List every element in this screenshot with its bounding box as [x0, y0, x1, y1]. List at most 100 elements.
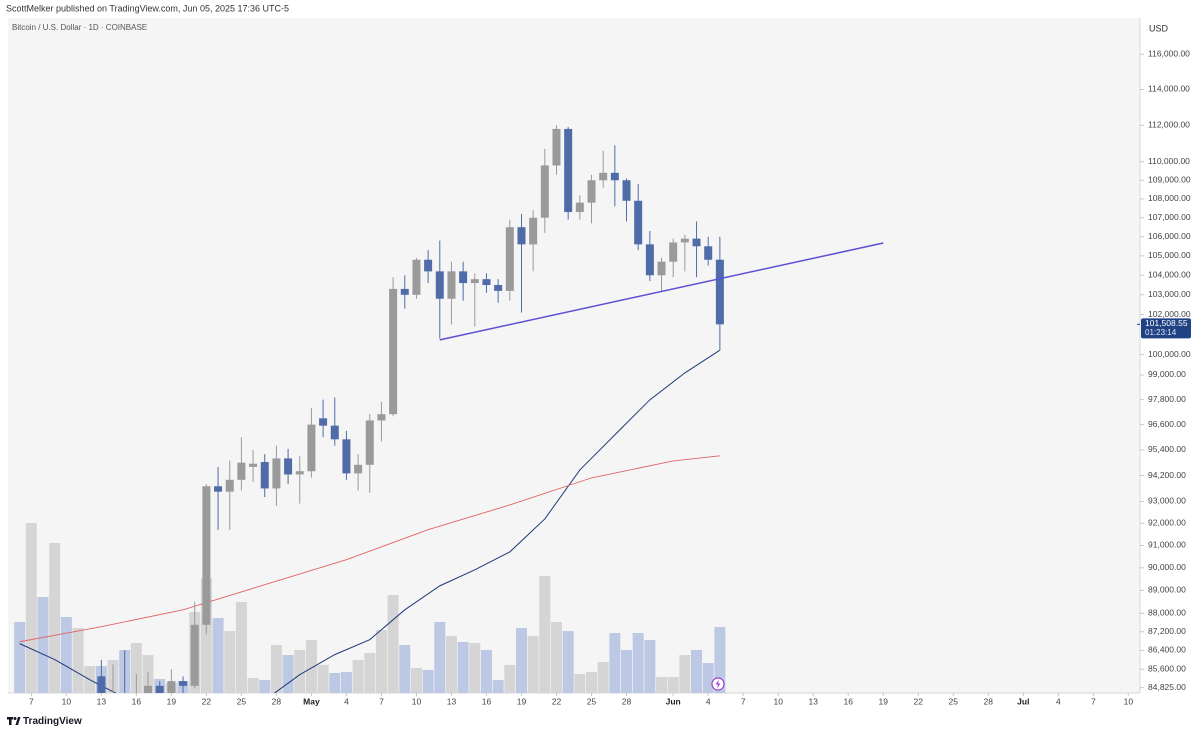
- candle-body: [564, 128, 573, 213]
- x-tick-label: 4: [1056, 696, 1061, 706]
- candle-body: [715, 259, 724, 325]
- volume-bar: [562, 631, 574, 693]
- x-tick-label: 22: [202, 696, 212, 706]
- candle-body: [470, 279, 479, 284]
- y-tick-label: 109,000.00: [1148, 174, 1191, 184]
- x-tick-label: 10: [1124, 696, 1134, 706]
- x-tick-label: 7: [1091, 696, 1096, 706]
- volume-bar: [224, 631, 236, 693]
- volume-bar: [72, 628, 84, 693]
- candle-body: [692, 238, 701, 247]
- x-tick-label: 25: [587, 696, 597, 706]
- x-tick-label: 16: [132, 696, 142, 706]
- volume-bar: [364, 653, 376, 693]
- candle-body: [389, 288, 398, 415]
- x-tick-label: Jun: [666, 696, 681, 706]
- candle-body: [529, 217, 538, 245]
- candle-body: [284, 458, 293, 475]
- candle-body: [144, 685, 153, 693]
- publish-info: ScottMelker published on TradingView.com…: [6, 3, 289, 13]
- volume-bar: [667, 677, 679, 693]
- candle-body: [190, 624, 199, 686]
- volume-bar: [434, 622, 446, 693]
- volume-bar: [609, 633, 621, 693]
- candle-body: [435, 271, 444, 299]
- candle-body: [505, 227, 514, 291]
- volume-bar: [679, 655, 691, 693]
- volume-bar: [294, 650, 306, 693]
- x-tick-label: 25: [949, 696, 959, 706]
- y-tick-label: 105,000.00: [1148, 250, 1191, 260]
- volume-bar: [714, 627, 726, 693]
- trendline: [439, 242, 884, 341]
- y-tick-label: 94,200.00: [1148, 470, 1186, 480]
- y-tick-label: 86,400.00: [1148, 645, 1186, 655]
- candle-body: [599, 172, 608, 181]
- y-tick-label: 96,600.00: [1148, 419, 1186, 429]
- y-tick-label: 102,000.00: [1148, 309, 1191, 319]
- volume-bar: [586, 672, 598, 693]
- x-tick-label: 28: [984, 696, 994, 706]
- y-tick-label: 108,000.00: [1148, 193, 1191, 203]
- volume-bar: [702, 663, 714, 693]
- alert-icon: [711, 677, 725, 691]
- volume-bar: [247, 678, 259, 693]
- candle-body: [237, 462, 246, 480]
- candle-body: [552, 128, 561, 166]
- volume-bar: [492, 680, 504, 693]
- volume-bar: [445, 636, 457, 693]
- x-tick-label: 19: [167, 696, 177, 706]
- y-tick-label: 84,825.00: [1148, 682, 1186, 692]
- candle-body: [202, 486, 211, 625]
- volume-bar: [25, 523, 37, 693]
- y-tick-label: 110,000.00: [1148, 156, 1190, 166]
- candle-body: [214, 486, 223, 492]
- volume-bar: [632, 633, 644, 693]
- volume-bar: [60, 617, 72, 693]
- x-tick-label: 19: [879, 696, 889, 706]
- volume-bar: [574, 674, 586, 693]
- x-tick-label: 13: [809, 696, 819, 706]
- y-tick-label: 97,800.00: [1148, 394, 1186, 404]
- x-tick-label: 4: [706, 696, 711, 706]
- price-countdown: 01:23:14: [1145, 328, 1177, 337]
- y-tick-label: 88,000.00: [1148, 608, 1186, 618]
- candle-body: [669, 242, 678, 262]
- candle-body: [447, 271, 456, 299]
- y-tick-label: 89,000.00: [1148, 585, 1186, 595]
- moving-average: [19, 349, 721, 693]
- candle-body: [167, 681, 176, 693]
- y-tick-label: 112,000.00: [1148, 120, 1190, 130]
- candle-body: [342, 439, 351, 474]
- candle-body: [424, 259, 433, 272]
- candle-body: [575, 202, 584, 213]
- volume-bar: [387, 595, 399, 693]
- volume-bar: [49, 543, 61, 693]
- volume-bar: [14, 622, 26, 693]
- x-tick-label: 22: [552, 696, 562, 706]
- x-tick-label: 10: [412, 696, 422, 706]
- candle-body: [459, 271, 468, 284]
- moving-average: [19, 455, 720, 643]
- price-label: 101,508.55: [1145, 318, 1188, 328]
- y-tick-label: 95,400.00: [1148, 444, 1186, 454]
- y-tick-label: 106,000.00: [1148, 231, 1191, 241]
- candle-body: [517, 227, 526, 245]
- x-tick-label: 4: [344, 696, 349, 706]
- y-tick-label: 99,000.00: [1148, 369, 1186, 379]
- volume-bar: [515, 628, 527, 693]
- x-tick-label: 7: [741, 696, 746, 706]
- plot-layer: [14, 125, 884, 693]
- x-tick-label: 22: [914, 696, 924, 706]
- volume-bar: [282, 655, 294, 693]
- y-tick-label: 87,200.00: [1148, 626, 1186, 636]
- x-tick-label: 7: [379, 696, 384, 706]
- x-tick-label: 28: [272, 696, 282, 706]
- x-tick-label: 19: [517, 696, 527, 706]
- x-tick-label: 10: [62, 696, 72, 706]
- candle-body: [377, 414, 386, 421]
- volume-bar: [539, 576, 551, 693]
- candle-body: [412, 259, 421, 295]
- y-tick-label: 92,000.00: [1148, 518, 1186, 528]
